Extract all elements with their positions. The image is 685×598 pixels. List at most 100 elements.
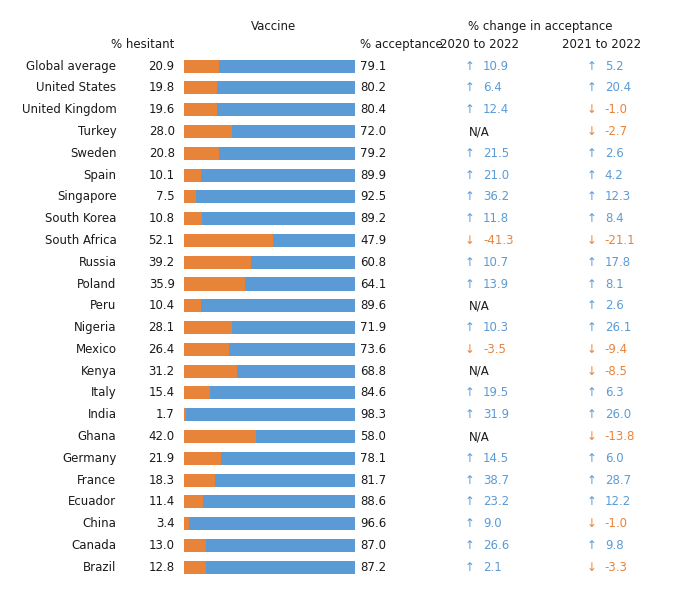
Bar [206,561,355,573]
Bar [184,321,232,334]
Text: 78.1: 78.1 [360,452,386,465]
Text: Turkey: Turkey [77,125,116,138]
Text: 38.7: 38.7 [483,474,509,487]
Text: ↓: ↓ [464,234,474,247]
Text: Sweden: Sweden [70,147,116,160]
Text: ↓: ↓ [586,234,596,247]
Bar [184,430,256,443]
Text: Italy: Italy [90,386,116,399]
Text: 58.0: 58.0 [360,430,386,443]
Text: 4.2: 4.2 [605,169,623,182]
Text: ↑: ↑ [464,539,474,552]
Text: 10.4: 10.4 [149,300,175,312]
Text: ↑: ↑ [464,103,474,116]
Text: ↑: ↑ [464,321,474,334]
Text: 80.4: 80.4 [360,103,386,116]
Text: 52.1: 52.1 [149,234,175,247]
Text: 8.4: 8.4 [605,212,623,225]
Text: 12.3: 12.3 [605,190,631,203]
Bar [201,169,355,182]
Text: Brazil: Brazil [83,561,116,573]
Text: ↓: ↓ [586,561,596,573]
Text: 13.0: 13.0 [149,539,175,552]
Text: South Korea: South Korea [45,212,116,225]
Text: 12.8: 12.8 [149,561,175,573]
Bar [203,495,355,508]
Text: 2.6: 2.6 [605,147,623,160]
Text: United States: United States [36,81,116,94]
Text: -3.3: -3.3 [605,561,627,573]
Bar [184,169,201,182]
Text: ↑: ↑ [464,495,474,508]
Text: -13.8: -13.8 [605,430,635,443]
Bar [197,190,355,203]
Bar [184,365,237,378]
Bar [184,234,273,247]
Text: N/A: N/A [469,365,490,378]
Text: ↑: ↑ [586,147,596,160]
Text: 8.1: 8.1 [605,277,623,291]
Text: 96.6: 96.6 [360,517,386,530]
Text: N/A: N/A [469,125,490,138]
Text: 71.9: 71.9 [360,321,386,334]
Text: Global average: Global average [27,60,116,72]
Text: -8.5: -8.5 [605,365,627,378]
Text: 19.6: 19.6 [149,103,175,116]
Text: India: India [88,408,116,421]
Text: 42.0: 42.0 [149,430,175,443]
Text: 12.2: 12.2 [605,495,631,508]
Text: 6.3: 6.3 [605,386,623,399]
Text: 15.4: 15.4 [149,386,175,399]
Text: 68.8: 68.8 [360,365,386,378]
Text: 26.4: 26.4 [149,343,175,356]
Text: 10.1: 10.1 [149,169,175,182]
Text: ↑: ↑ [464,452,474,465]
Text: -21.1: -21.1 [605,234,636,247]
Text: 60.8: 60.8 [360,256,386,269]
Text: 88.6: 88.6 [360,495,386,508]
Text: 64.1: 64.1 [360,277,386,291]
Bar [184,539,206,552]
Bar [184,256,251,269]
Text: 10.7: 10.7 [483,256,509,269]
Text: -1.0: -1.0 [605,517,628,530]
Bar [184,343,229,356]
Text: ↑: ↑ [464,212,474,225]
Text: ↑: ↑ [586,300,596,312]
Text: ↑: ↑ [586,495,596,508]
Text: ↓: ↓ [586,430,596,443]
Text: ↓: ↓ [586,103,596,116]
Text: 47.9: 47.9 [360,234,386,247]
Text: 20.4: 20.4 [605,81,631,94]
Bar [221,451,355,465]
Text: 72.0: 72.0 [360,125,386,138]
Bar [186,408,355,421]
Text: ↑: ↑ [586,81,596,94]
Text: 89.9: 89.9 [360,169,386,182]
Text: 13.9: 13.9 [483,277,509,291]
Text: ↑: ↑ [464,277,474,291]
Text: Russia: Russia [79,256,116,269]
Bar [256,430,355,443]
Text: 92.5: 92.5 [360,190,386,203]
Text: -9.4: -9.4 [605,343,628,356]
Bar [201,299,355,312]
Text: 2021 to 2022: 2021 to 2022 [562,38,641,51]
Bar [206,539,355,552]
Text: 39.2: 39.2 [149,256,175,269]
Bar [202,212,355,225]
Text: 5.2: 5.2 [605,60,623,72]
Text: ↑: ↑ [586,212,596,225]
Text: 2.6: 2.6 [605,300,623,312]
Text: ↑: ↑ [586,169,596,182]
Bar [245,277,355,291]
Text: 89.6: 89.6 [360,300,386,312]
Text: ↑: ↑ [586,474,596,487]
Bar [184,451,221,465]
Text: 28.1: 28.1 [149,321,175,334]
Text: 19.8: 19.8 [149,81,175,94]
Text: ↑: ↑ [464,60,474,72]
Text: 31.2: 31.2 [149,365,175,378]
Bar [251,256,355,269]
Text: 20.9: 20.9 [149,60,175,72]
